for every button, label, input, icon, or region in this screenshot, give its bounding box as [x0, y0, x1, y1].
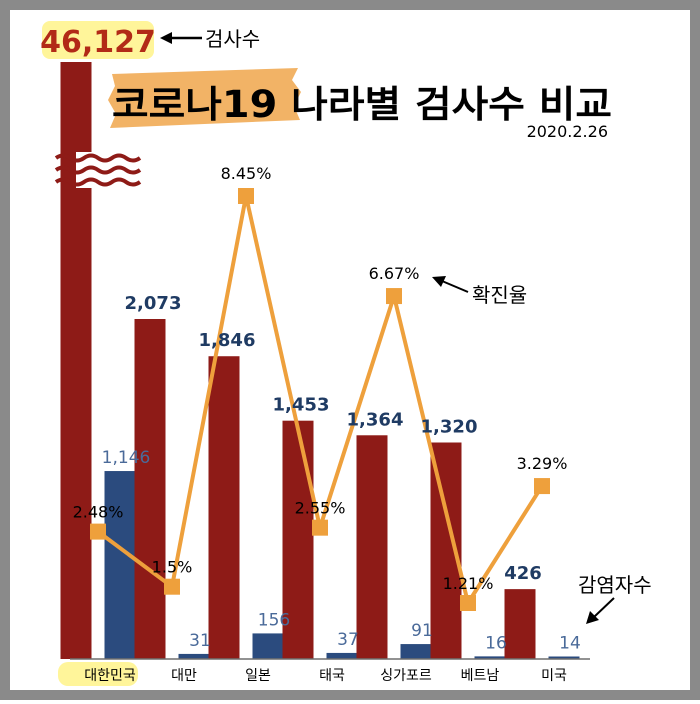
- category-label: 일본: [245, 668, 271, 684]
- bar-tests: [282, 420, 314, 659]
- category-highlight: [58, 662, 138, 686]
- legend-rate-label: 확진율: [472, 283, 527, 307]
- rate-marker: [386, 288, 402, 305]
- rate-marker: [312, 519, 328, 536]
- bar-tests-value-label: 426: [504, 563, 542, 584]
- bar-tests: [60, 62, 92, 659]
- rate-value-label: 2.55%: [295, 499, 346, 518]
- rate-value-label: 2.48%: [73, 503, 124, 522]
- chart-title: 코로나19 나라별 검사수 비교: [112, 83, 612, 126]
- arrow-tests-head: [160, 32, 172, 44]
- arrow-infected-head: [586, 611, 599, 624]
- bar-infected-value-label: 16: [485, 633, 507, 653]
- bar-tests-value-label: 1,846: [199, 330, 256, 351]
- rate-marker: [460, 595, 476, 611]
- bar-infected-value-label: 37: [337, 630, 359, 650]
- category-label: 대만: [171, 668, 197, 684]
- axis-break-wave: [54, 165, 142, 175]
- rate-line-layer: 2.48% 1.5% 8.45% 2.55% 6.67% 1.21% 3.29%: [73, 164, 568, 611]
- category-label: 태국: [319, 668, 345, 684]
- bar-infected-value-label: 91: [411, 621, 433, 641]
- bar-tests-value-label: 1,453: [273, 395, 330, 416]
- arrow-rate-head: [432, 276, 446, 287]
- arrow-rate: [441, 280, 469, 293]
- total-tests-label: 46,127: [40, 25, 156, 60]
- bar-infected: [252, 633, 284, 659]
- rate-value-label: 1.5%: [152, 558, 193, 577]
- axis-break: [54, 152, 142, 188]
- rate-marker: [164, 578, 180, 595]
- bar-tests: [208, 356, 240, 659]
- bar-infected-value-label: 31: [189, 631, 211, 651]
- bar-infected-value-label: 1,146: [102, 448, 151, 468]
- bar-tests-value-label: 2,073: [125, 293, 182, 314]
- bar-infected: [548, 656, 580, 659]
- title-highlight: [108, 68, 301, 128]
- rate-value-label: 6.67%: [369, 264, 420, 283]
- legend-tests-label: 검사수: [205, 27, 260, 51]
- axis-break-wave: [54, 177, 142, 187]
- rate-value-label: 1.21%: [443, 574, 494, 593]
- bar-infected-value-label: 156: [258, 610, 290, 630]
- category-label: 싱가포르: [380, 668, 432, 684]
- bar-infected: [326, 652, 358, 659]
- bar-tests: [134, 319, 166, 659]
- category-labels: 대한민국 대만 일본 태국 싱가포르 베트남 미국: [58, 662, 567, 686]
- rate-marker: [90, 523, 106, 540]
- bar-tests-value-label: 1,364: [347, 409, 404, 430]
- bar-tests: [356, 435, 388, 659]
- legend-infected-label: 감염자수: [578, 573, 652, 597]
- bar-infected-value-label: 14: [559, 634, 581, 654]
- arrow-infected: [593, 597, 615, 618]
- bar-infected: [104, 471, 136, 659]
- category-label: 베트남: [461, 668, 500, 684]
- rate-value-label: 3.29%: [517, 454, 568, 473]
- chart-date: 2020.2.26: [527, 122, 608, 141]
- bar-infected: [178, 653, 210, 659]
- rate-value-label: 8.45%: [221, 164, 272, 183]
- category-label: 대한민국: [84, 668, 136, 684]
- labels-layer: 1,146 2,073 31 1,846 156 1,453 37 1,364 91 1,320 1…: [102, 293, 581, 654]
- total-highlight: [42, 21, 154, 59]
- rate-marker: [534, 478, 550, 495]
- bar-infected: [400, 644, 432, 659]
- rate-marker: [238, 188, 254, 204]
- bars-layer: [60, 62, 580, 659]
- category-label: 미국: [541, 668, 567, 684]
- bar-tests: [504, 589, 536, 659]
- bar-infected: [474, 656, 506, 659]
- axis-break-wave: [54, 153, 142, 163]
- bar-tests-value-label: 1,320: [421, 417, 478, 438]
